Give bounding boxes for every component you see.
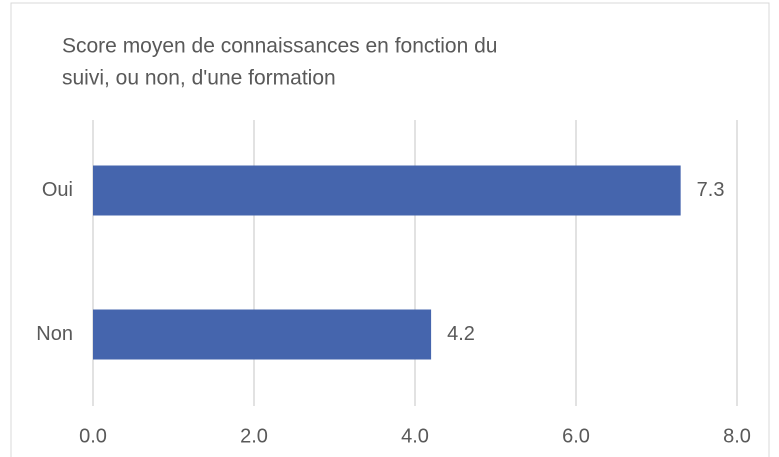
x-tick-label: 2.0 (240, 425, 268, 447)
chart-frame (10, 2, 770, 457)
data-label: 4.2 (447, 323, 475, 345)
y-tick-label: Oui (42, 179, 73, 201)
chart-title: suivi, ou non, d'une formation (62, 67, 336, 90)
x-tick-label: 8.0 (723, 425, 751, 447)
data-label: 7.3 (697, 179, 725, 201)
bar (93, 165, 681, 216)
x-tick-label: 0.0 (79, 425, 107, 447)
chart-title: Score moyen de connaissances en fonction… (62, 35, 497, 58)
x-tick-label: 6.0 (562, 425, 590, 447)
x-tick-label: 4.0 (401, 425, 429, 447)
bar (93, 309, 432, 360)
y-tick-label: Non (36, 323, 73, 345)
